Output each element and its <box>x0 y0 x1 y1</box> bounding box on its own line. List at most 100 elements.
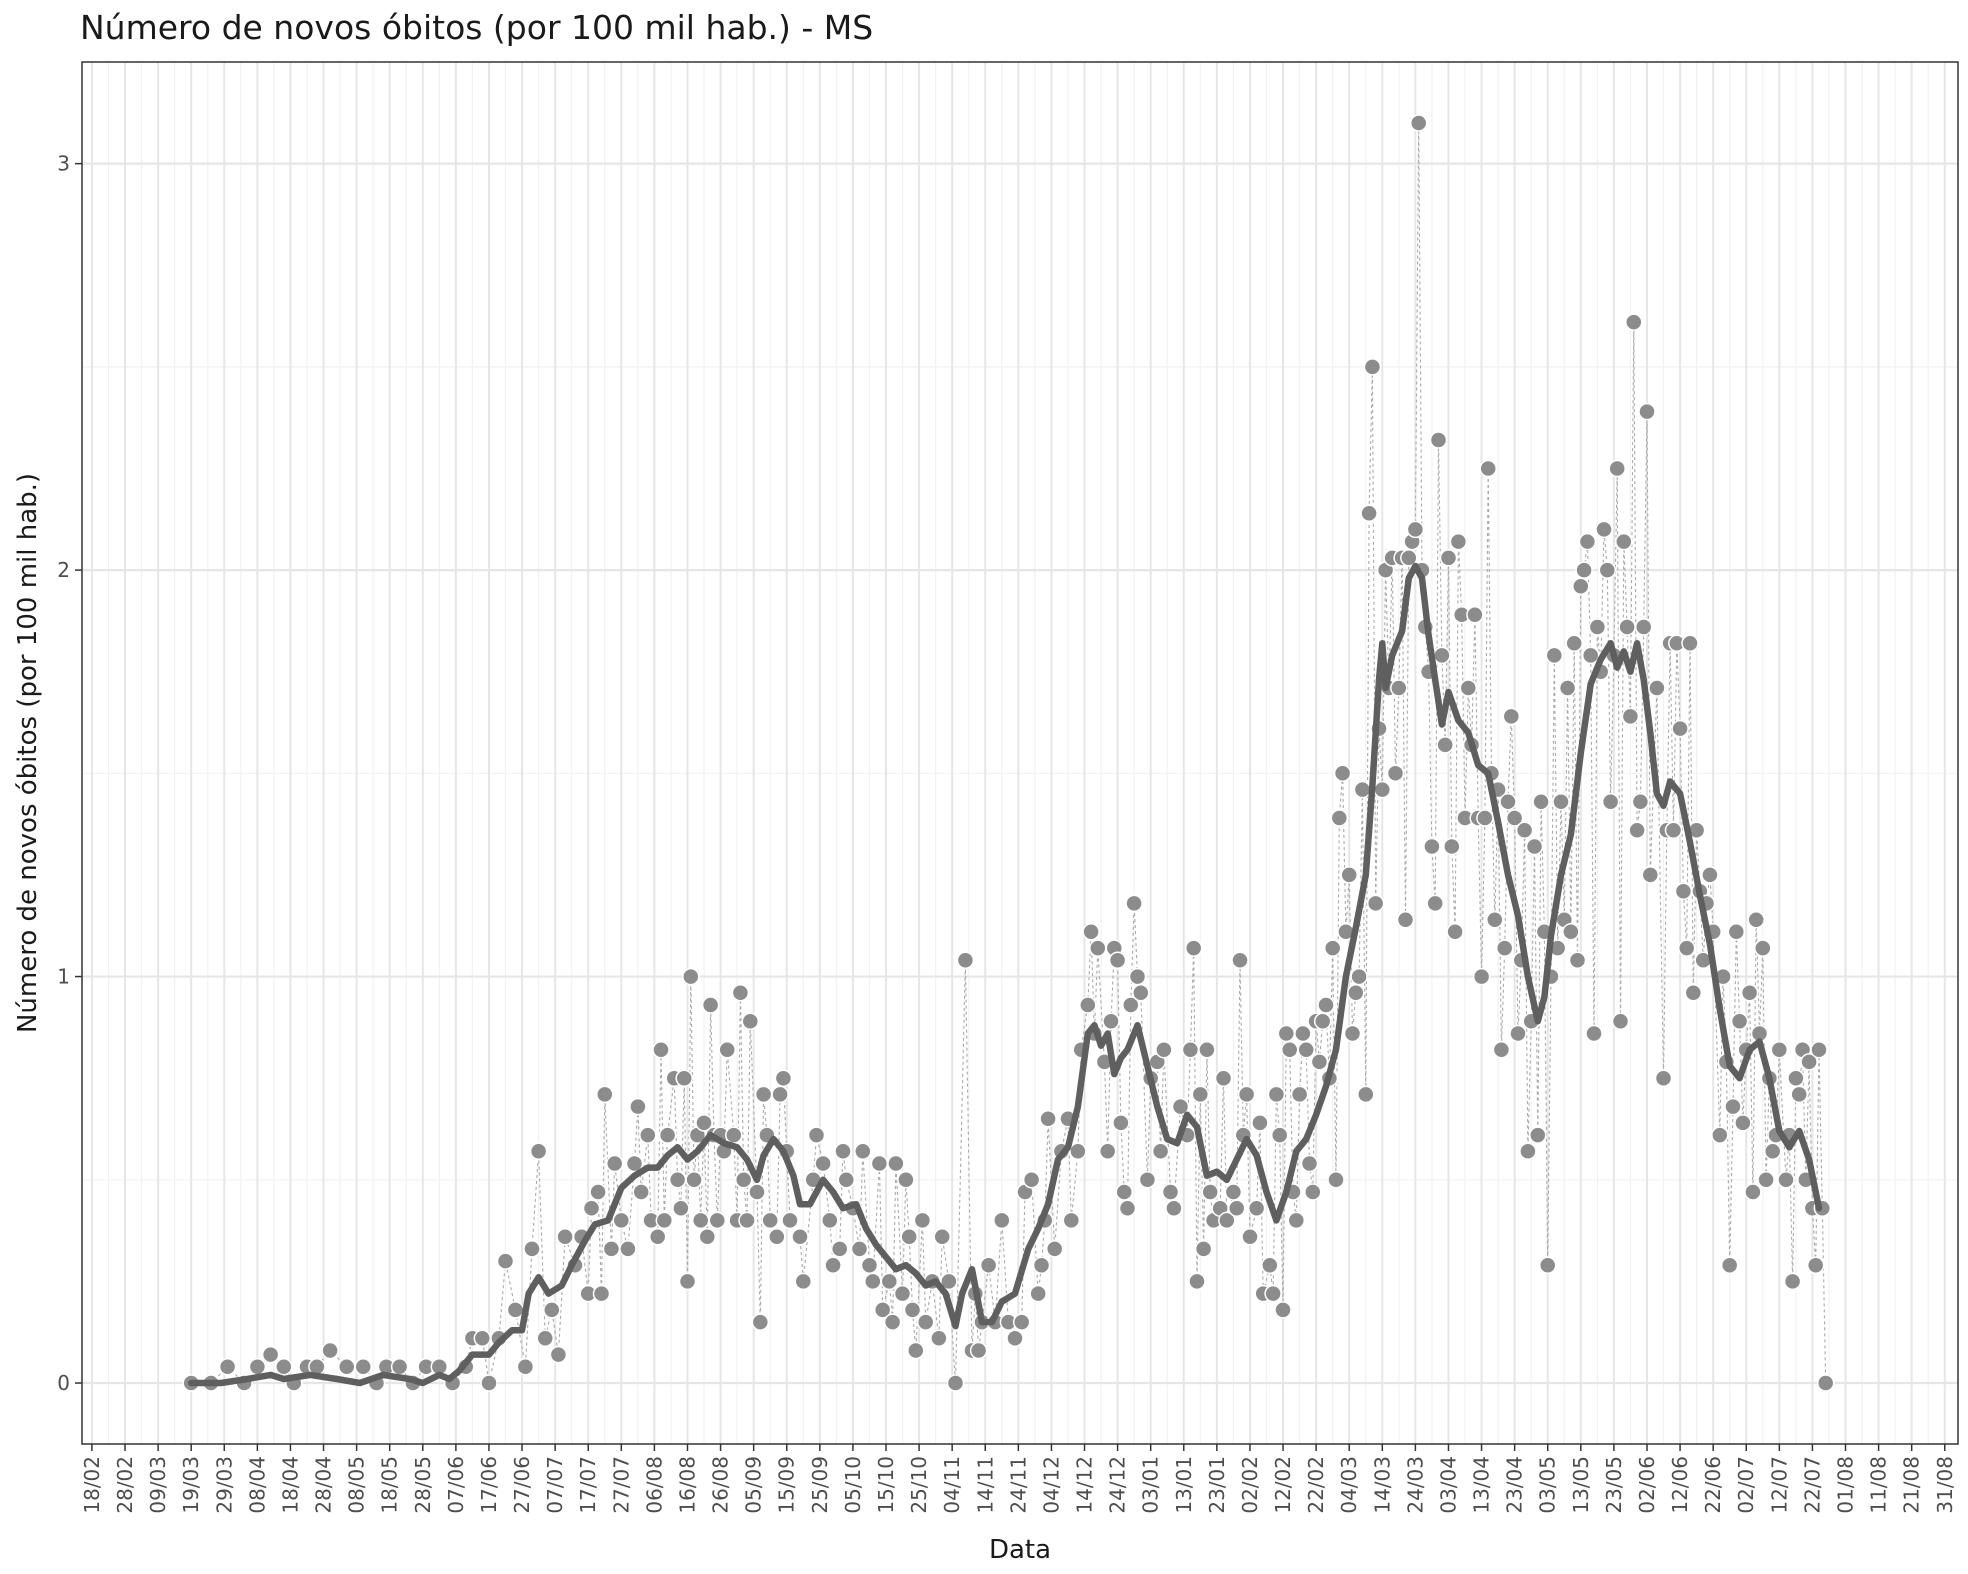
data-point <box>1357 1085 1375 1104</box>
data-point <box>830 1240 849 1258</box>
data-point <box>1479 459 1497 478</box>
data-point <box>1118 1199 1137 1217</box>
data-point <box>668 1171 687 1189</box>
data-point <box>1277 1024 1296 1043</box>
data-point <box>824 1256 842 1274</box>
data-point <box>1770 1040 1789 1059</box>
data-point <box>1598 561 1617 579</box>
data-point <box>652 1040 670 1059</box>
x-tick-label: 14/11 <box>973 1456 997 1514</box>
y-tick-label: 3 <box>57 152 70 176</box>
data-point <box>1466 606 1484 624</box>
x-tick-label: 09/03 <box>146 1456 170 1514</box>
grid-layer <box>82 62 1958 1444</box>
data-point <box>1062 1211 1081 1230</box>
data-point <box>596 1085 614 1104</box>
data-point <box>473 1329 492 1348</box>
x-tick-label: 18/05 <box>378 1456 402 1514</box>
data-point <box>791 1227 809 1246</box>
data-point <box>1495 939 1514 957</box>
data-point <box>731 984 750 1002</box>
data-point <box>1161 1183 1180 1201</box>
data-point <box>1552 793 1570 811</box>
x-tick-label: 21/08 <box>1900 1456 1924 1514</box>
y-axis-title: Número de novos óbitos (por 100 mil hab.… <box>13 473 43 1033</box>
data-point <box>1287 1211 1306 1230</box>
data-point <box>1237 1085 1256 1104</box>
data-point <box>675 1069 693 1087</box>
data-point <box>605 1154 624 1173</box>
x-tick-label: 28/05 <box>411 1456 435 1514</box>
data-point <box>1581 646 1600 665</box>
data-point <box>1558 679 1577 697</box>
data-point <box>1816 1374 1835 1392</box>
data-point <box>860 1256 879 1274</box>
x-tick-label: 04/11 <box>940 1456 964 1514</box>
x-tick-label: 14/03 <box>1370 1456 1394 1514</box>
data-point <box>1608 459 1626 478</box>
data-point <box>248 1358 267 1376</box>
data-point <box>1181 1040 1200 1059</box>
x-tick-label: 06/08 <box>642 1456 666 1514</box>
x-tick-label: 08/04 <box>245 1456 269 1514</box>
data-point <box>602 1240 621 1258</box>
data-point <box>834 1142 852 1161</box>
data-point <box>354 1358 372 1376</box>
x-tick-label: 03/04 <box>1437 1456 1461 1514</box>
data-point <box>781 1211 799 1230</box>
data-point <box>1747 910 1765 929</box>
data-point <box>1634 618 1653 636</box>
data-point <box>1390 679 1408 697</box>
data-point <box>1654 1069 1673 1087</box>
line-layer <box>187 562 1823 1387</box>
data-point <box>1674 882 1693 900</box>
data-point <box>275 1358 293 1376</box>
data-point <box>1472 967 1491 986</box>
data-point <box>1449 532 1468 551</box>
data-point <box>1029 1284 1047 1303</box>
data-point <box>1360 504 1378 522</box>
data-point <box>1724 1097 1742 1116</box>
x-tick-label: 12/02 <box>1271 1456 1295 1514</box>
data-point <box>685 1171 703 1189</box>
x-tick-label: 18/04 <box>278 1456 302 1514</box>
x-tick-label: 02/06 <box>1635 1456 1659 1514</box>
data-point <box>1568 951 1587 970</box>
x-tick-label: 24/11 <box>1006 1456 1030 1514</box>
data-point <box>1122 996 1140 1014</box>
data-point <box>754 1085 773 1104</box>
data-point <box>900 1227 918 1246</box>
data-point <box>1155 1040 1173 1059</box>
data-point <box>1350 967 1368 986</box>
data-point <box>556 1227 574 1246</box>
data-point <box>1347 984 1365 1002</box>
data-point <box>1783 1272 1802 1291</box>
data-point <box>632 1183 650 1201</box>
data-point <box>1492 1040 1511 1059</box>
data-point <box>1280 1040 1299 1059</box>
data-point <box>903 1301 922 1319</box>
data-point <box>1734 1114 1752 1132</box>
data-point <box>1241 1227 1259 1246</box>
x-tick-label: 22/06 <box>1701 1456 1725 1514</box>
data-point <box>516 1358 535 1376</box>
data-point <box>672 1199 690 1217</box>
data-point <box>771 1085 789 1104</box>
daily-values-connector <box>191 122 1827 1384</box>
data-point <box>1317 996 1335 1014</box>
data-point <box>1214 1069 1233 1087</box>
data-point <box>854 1142 872 1161</box>
data-point <box>529 1142 548 1161</box>
data-point <box>1098 1142 1117 1161</box>
data-point <box>1790 1085 1808 1104</box>
data-point <box>969 1341 988 1360</box>
data-point <box>1720 1256 1739 1274</box>
data-point <box>1800 1053 1818 1071</box>
x-axis-title: Data <box>989 1535 1051 1565</box>
data-point <box>1648 679 1666 697</box>
points-layer <box>182 114 1835 1392</box>
data-point <box>658 1126 677 1144</box>
data-point <box>1363 358 1382 376</box>
data-point <box>1502 707 1521 726</box>
